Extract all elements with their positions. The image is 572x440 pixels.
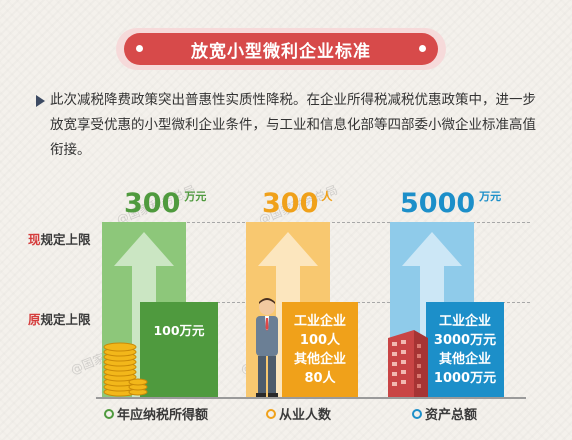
col2-new-value: 300 人 xyxy=(262,188,332,219)
col2-old-box: 工业企业 100人 其他企业 80人 xyxy=(282,302,358,397)
banner-dot-right xyxy=(419,45,426,52)
col3-old-line: 1000万元 xyxy=(433,370,497,386)
col3-old-line: 工业企业 xyxy=(438,313,491,329)
new-limit-label-first: 现 xyxy=(28,232,41,247)
col2-old-line: 100人 xyxy=(299,332,341,348)
old-limit-label-first: 原 xyxy=(28,312,41,327)
col2-new-unit: 人 xyxy=(321,190,333,203)
col2-legend-text: 从业人数 xyxy=(279,408,332,423)
col2-old-line: 80人 xyxy=(304,370,336,386)
col2-old-line: 工业企业 xyxy=(293,313,346,329)
col1-new-number: 300 xyxy=(124,188,181,219)
col3-legend: 资产总额 xyxy=(412,404,477,423)
col3-old-line: 3000万元 xyxy=(433,332,497,348)
col1-legend-text: 年应纳税所得额 xyxy=(117,408,209,423)
bullet-arrow-icon xyxy=(36,95,45,107)
col2-legend: 从业人数 xyxy=(266,404,331,423)
col3-new-unit: 万元 xyxy=(479,190,502,203)
blue-ring-icon xyxy=(412,408,422,419)
intro-paragraph: 此次减税降费政策突出普惠性实质性降税。在企业所得税减税优惠政策中，进一步放宽享受… xyxy=(50,92,536,158)
col1-legend: 年应纳税所得额 xyxy=(104,404,208,423)
old-limit-label-rest: 规定上限 xyxy=(40,312,91,327)
building-icon xyxy=(388,330,428,398)
old-limit-label: 原规定上限 xyxy=(28,309,91,328)
new-limit-label-rest: 规定上限 xyxy=(40,232,91,247)
banner-dot-left xyxy=(136,45,143,52)
col3-legend-text: 资产总额 xyxy=(425,408,478,423)
businessman-icon xyxy=(256,298,278,397)
baseline xyxy=(96,397,526,399)
coins-icon xyxy=(103,342,148,397)
col1-new-value: 300 万元 xyxy=(124,188,206,219)
col1-old-box: 100万元 xyxy=(140,302,218,397)
orange-ring-icon xyxy=(266,408,276,419)
col3-old-box: 工业企业 3000万元 其他企业 1000万元 xyxy=(426,302,504,397)
new-limit-label: 现规定上限 xyxy=(28,229,91,248)
col1-old-line: 100万元 xyxy=(153,323,205,338)
col2-old-line: 其他企业 xyxy=(293,351,346,367)
col1-new-unit: 万元 xyxy=(184,190,207,203)
col3-new-value: 5000 万元 xyxy=(400,188,501,219)
col3-new-number: 5000 xyxy=(400,188,476,219)
page-title: 放宽小型微利企业标准 xyxy=(124,33,438,65)
green-ring-icon xyxy=(104,408,114,419)
col3-old-line: 其他企业 xyxy=(438,351,491,367)
col2-new-number: 300 xyxy=(262,188,319,219)
